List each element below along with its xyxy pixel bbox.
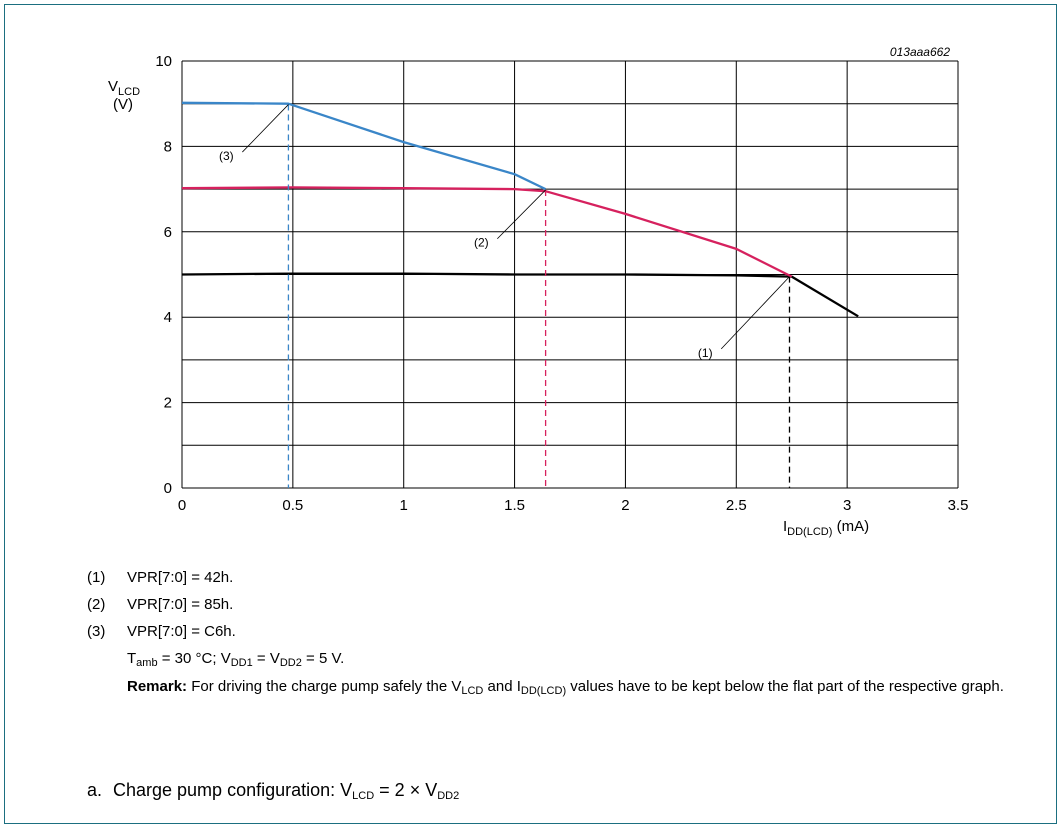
note-3: (3) VPR[7:0] = C6h.	[87, 623, 236, 640]
figure-notes: (1) VPR[7:0] = 42h. (2) VPR[7:0] = 85h. …	[87, 568, 1017, 697]
chart: 0 0.5 1 1.5 2 2.5 3 3.5 0 2 4 6 8 10 (1) (2) (3) 013aaa…	[108, 45, 968, 538]
series-labels: (1) (2) (3)	[219, 104, 790, 360]
note-1: (1) VPR[7:0] = 42h.	[87, 569, 234, 586]
series-label: (2)	[474, 236, 489, 250]
figure-caption: a. Charge pump configuration: VLCD = 2 × …	[87, 780, 460, 802]
y-tick-label: 6	[164, 224, 172, 241]
x-tick-label: 1.5	[504, 497, 525, 514]
x-tick-label: 3.5	[948, 497, 969, 514]
x-tick-label: 0	[178, 497, 186, 514]
y-axis-label: VLCD	[108, 78, 140, 98]
series-lines	[181, 101, 859, 488]
series-label: (1)	[698, 346, 713, 360]
y-tick-label: 8	[164, 138, 172, 155]
series-line	[181, 101, 547, 191]
grid	[181, 60, 959, 489]
series-line	[181, 186, 793, 278]
test-conditions: Tamb = 30 °C; VDD1 = VDD2 = 5 V.	[127, 650, 345, 669]
figure-id: 013aaa662	[890, 45, 950, 59]
x-tick-label: 3	[843, 497, 851, 514]
series-label: (3)	[219, 149, 234, 163]
tick-labels: 0 0.5 1 1.5 2 2.5 3 3.5 0 2 4 6 8 10	[155, 53, 968, 514]
x-tick-label: 1	[400, 497, 408, 514]
x-tick-label: 2	[621, 497, 629, 514]
remark: Remark: For driving the charge pump safe…	[127, 678, 1004, 697]
y-tick-label: 2	[164, 395, 172, 412]
y-tick-label: 0	[164, 480, 172, 497]
y-tick-label: 10	[155, 53, 172, 70]
series-leader-line	[720, 276, 790, 350]
x-axis-label: IDD(LCD) (mA)	[783, 518, 869, 538]
y-axis-unit: (V)	[113, 96, 133, 113]
series-leader-line	[242, 104, 289, 153]
series-leader-line	[497, 189, 546, 240]
series-line	[181, 272, 859, 318]
note-2: (2) VPR[7:0] = 85h.	[87, 596, 234, 613]
x-tick-label: 0.5	[282, 497, 303, 514]
y-tick-label: 4	[164, 309, 172, 326]
x-tick-label: 2.5	[726, 497, 747, 514]
